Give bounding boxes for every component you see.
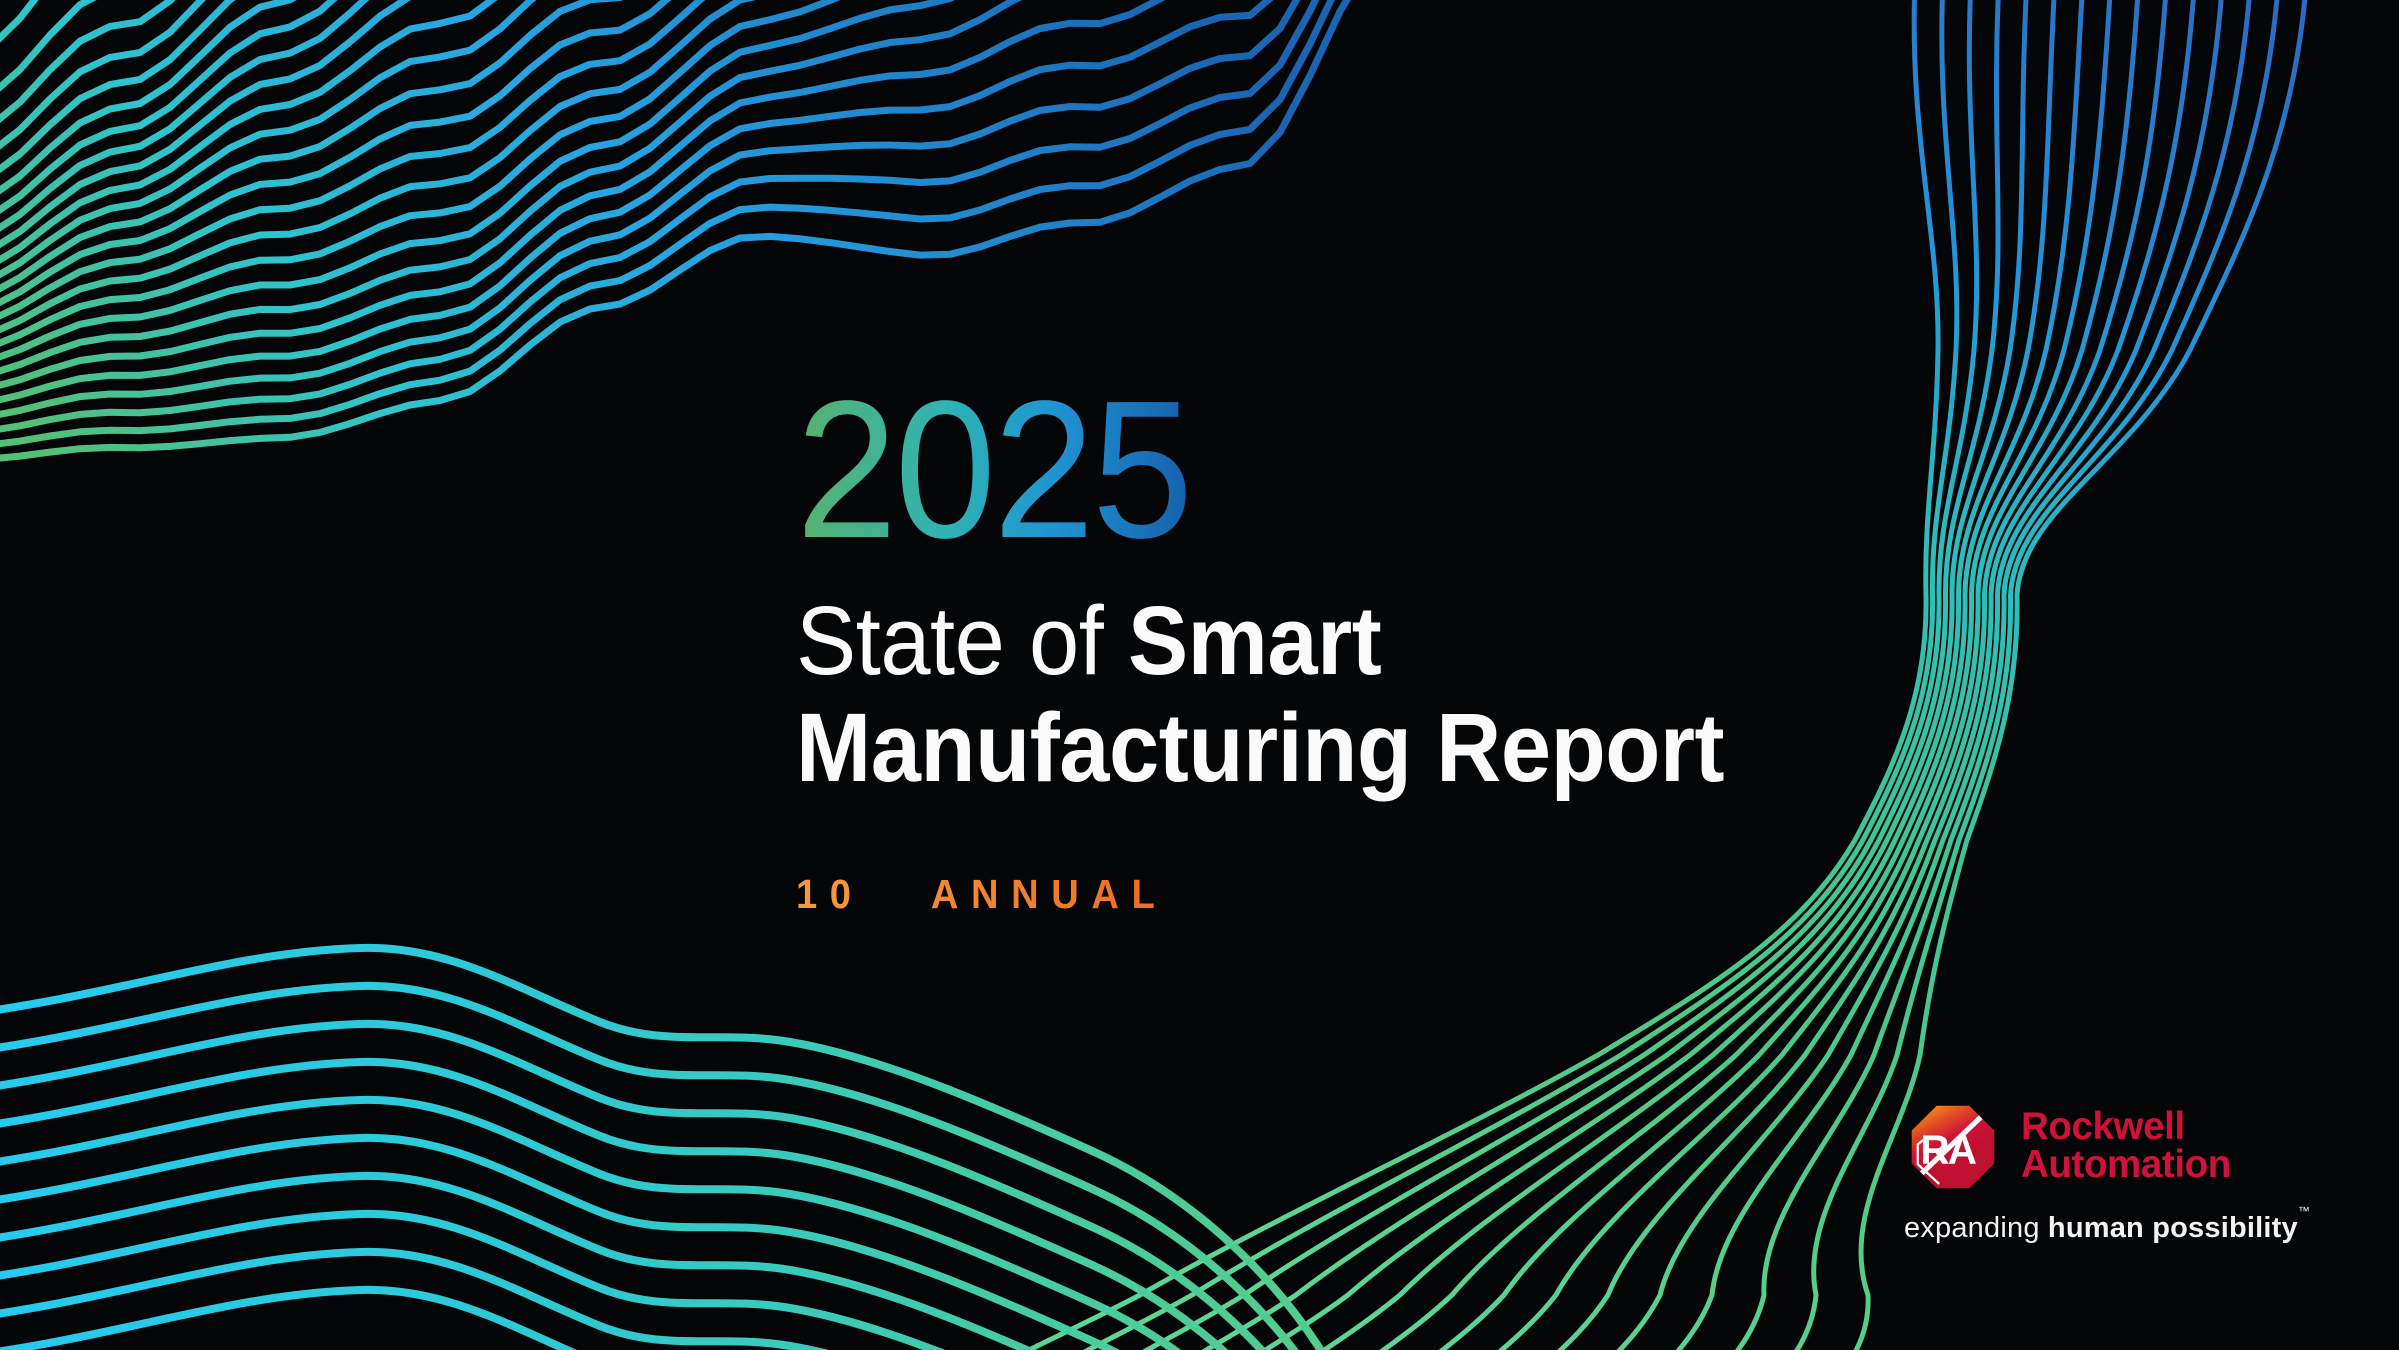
year-heading: 2025 bbox=[796, 360, 1193, 579]
edition-number: 10 bbox=[796, 871, 864, 918]
monogram-text: RA bbox=[1920, 1126, 1976, 1172]
wave-bundle-top-left bbox=[0, 0, 1351, 462]
trademark-symbol: ™ bbox=[2297, 1204, 2310, 1219]
wave-bundle-bottom-left bbox=[0, 943, 1326, 1350]
brand-tagline: expanding human possibility™ bbox=[1904, 1204, 2310, 1245]
report-title-line2: Manufacturing Report bbox=[796, 692, 1725, 802]
company-name: Rockwell Automation bbox=[2021, 1105, 2231, 1186]
wave-bundle-right-sweep bbox=[1023, 0, 2308, 1350]
report-title-line1: State of Smart bbox=[796, 586, 1724, 695]
report-title: State of Smart Manufacturing Report bbox=[796, 586, 1725, 802]
title-bold-text: Manufacturing Report bbox=[796, 692, 1725, 802]
title-bold-text: Smart bbox=[1127, 586, 1382, 695]
ra-monogram-icon: RA bbox=[1911, 1105, 1995, 1189]
tagline-regular: expanding bbox=[1904, 1212, 2048, 1244]
edition-label: ANNUAL bbox=[930, 871, 1168, 918]
company-name-line1: Rockwell bbox=[2021, 1105, 2185, 1148]
cover-text-block: 2025 State of Smart Manufacturing Report… bbox=[796, 360, 1725, 918]
title-light-text: State of bbox=[796, 586, 1128, 695]
tagline-bold: human possibility bbox=[2047, 1212, 2298, 1244]
edition-ordinal: TH bbox=[863, 859, 907, 887]
rockwell-automation-logo: RA Rockwell Automation bbox=[1910, 1103, 2231, 1191]
company-name-line2: Automation bbox=[2021, 1142, 2231, 1186]
edition-badge: 10TH ANNUAL bbox=[796, 871, 1167, 918]
